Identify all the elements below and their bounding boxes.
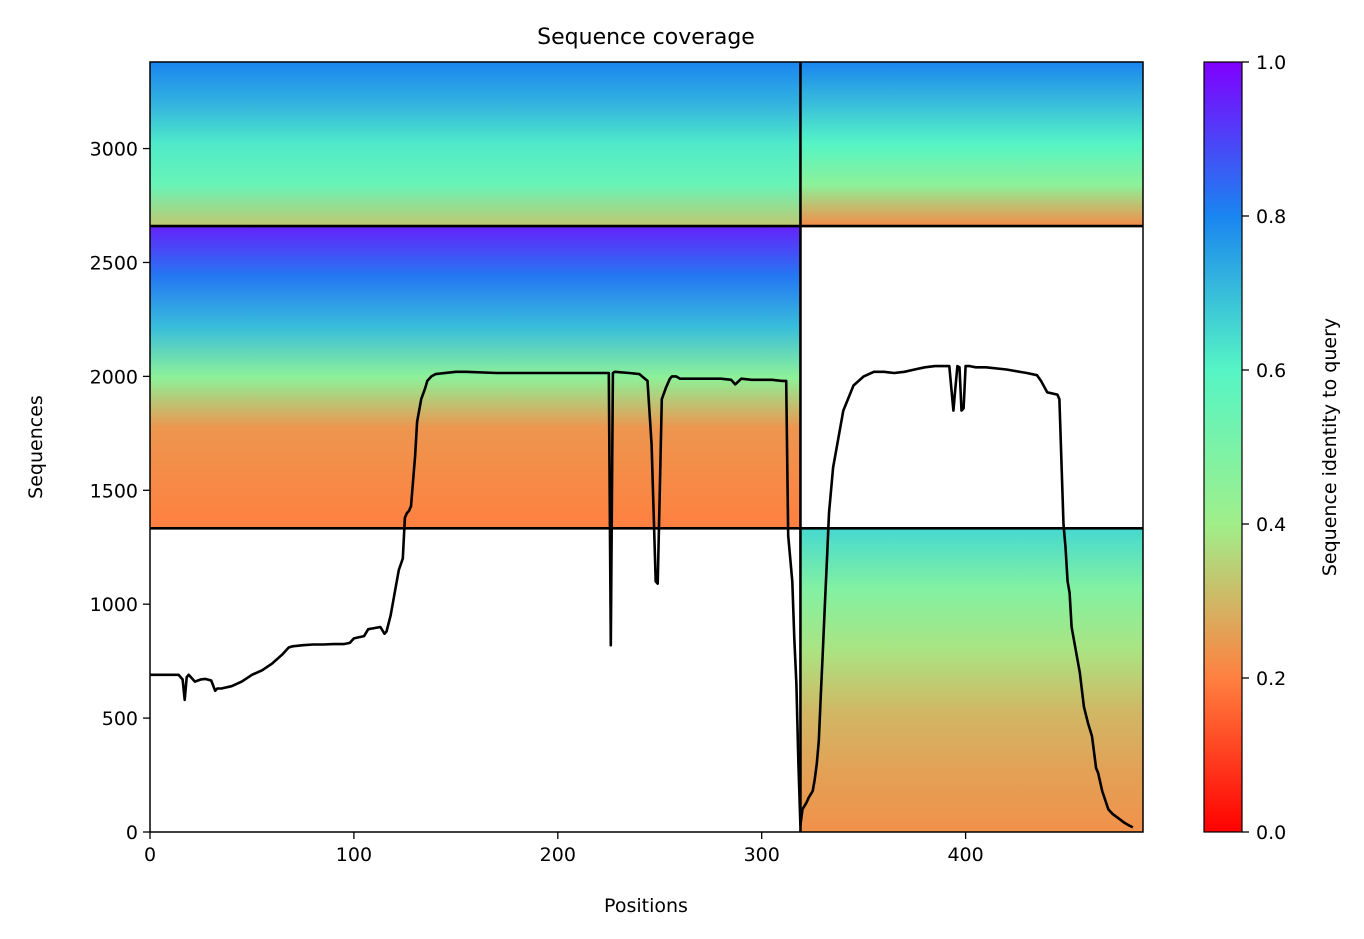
y-axis-label: Sequences [25,395,47,499]
colorbar-gradient [1203,61,1243,833]
colorbar-ticks: 0.0 0.2 0.4 0.6 0.8 1.0 [1242,52,1286,844]
heatmap-block-bottom [800,528,1143,832]
heatmap-block-top [800,62,1143,227]
colorbar: 0.0 0.2 0.4 0.6 0.8 1.0 Sequence identity to … [1203,52,1341,844]
colorbar-tick-label: 0.4 [1256,514,1286,536]
colorbar-tick-label: 0.8 [1256,206,1286,228]
colorbar-tick-label: 0.0 [1256,822,1286,844]
y-axis: 0 500 1000 1500 2000 2500 3000 [90,139,150,844]
heatmap-block-top [150,62,801,227]
colorbar-tick-label: 0.6 [1256,360,1286,382]
colorbar-tick-label: 1.0 [1256,52,1286,74]
heatmap-block-middle [150,226,801,529]
y-tick-label: 500 [102,708,138,730]
y-tick-label: 2500 [90,252,138,274]
colorbar-label: Sequence identity to query [1319,318,1341,576]
colorbar-tick-label: 0.2 [1256,668,1286,690]
y-tick-label: 1500 [90,480,138,502]
y-tick-label: 2000 [90,366,138,388]
x-tick-label: 400 [947,844,983,866]
y-tick-label: 0 [126,822,138,844]
x-axis-label: Positions [604,895,688,917]
x-tick-label: 0 [144,844,156,866]
plot-frame [149,61,1144,833]
coverage-line [150,364,1134,829]
y-tick-label: 3000 [90,139,138,161]
chart-title: Sequence coverage [537,25,755,50]
x-axis: 0 100 200 300 400 [144,832,984,866]
x-tick-label: 300 [744,844,780,866]
x-tick-label: 200 [540,844,576,866]
block-boundaries [150,62,1143,832]
y-tick-label: 1000 [90,594,138,616]
x-tick-label: 100 [336,844,372,866]
coverage-heatmap [150,62,1143,832]
